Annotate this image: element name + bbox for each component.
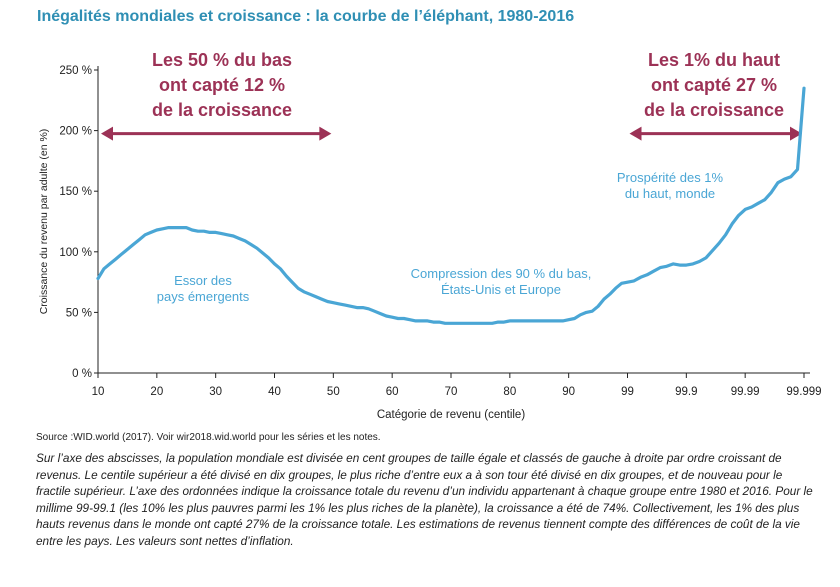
annotation-line: Les 50 % du bas [152, 50, 292, 70]
explanatory-notes: Sur l’axe des abscisses, la population m… [36, 451, 813, 548]
x-tick-label: 90 [562, 386, 575, 398]
range-arrows [101, 126, 802, 141]
y-axis-title: Croissance du revenu par adulte (en %) [38, 129, 50, 315]
x-axis-title: Catégorie de revenu (centile) [377, 409, 525, 421]
x-tick-label: 30 [209, 386, 222, 398]
x-tick-label: 70 [445, 386, 458, 398]
x-tick-label: 50 [327, 386, 340, 398]
annotation-line: du haut, monde [625, 186, 715, 201]
chart-title: Inégalités mondiales et croissance : la … [37, 8, 575, 25]
x-tick-label: 80 [503, 386, 516, 398]
x-tick-label: 20 [150, 386, 163, 398]
annotations: Les 50 % du bas ont capté 12 % de la crois… [152, 50, 784, 304]
x-tick-label: 40 [268, 386, 281, 398]
prosperity-annotation: Prospérité des 1%du haut, monde [617, 170, 724, 201]
series-layer [96, 86, 806, 325]
bottom-50-arrow [101, 126, 332, 141]
axes: 0 % 50 % 100 % 150 % 200 % 250 % 10 20 30 40 50 60 7… [38, 65, 822, 421]
compression-annotation: Compression des 90 % du bas,États-Unis e… [411, 266, 592, 297]
top-1-annotation: Les 1% du haut ont capté 27 % de la croiss… [644, 50, 784, 120]
annotation-line: pays émergents [157, 289, 250, 304]
annotation-line: Essor des [174, 273, 232, 288]
annotation-line: Compression des 90 % du bas, [411, 266, 592, 281]
x-tick-label: 99.999 [786, 386, 821, 398]
x-tick-label: 10 [92, 386, 105, 398]
x-tick-label: 99.99 [731, 386, 760, 398]
elephant-curve-chart: 0 % 50 % 100 % 150 % 200 % 250 % 10 20 30 40 50 60 7… [38, 50, 822, 421]
annotation-line: de la croissance [152, 100, 292, 120]
x-tick-label: 99.9 [675, 386, 697, 398]
x-tick-label: 60 [386, 386, 399, 398]
annotation-line: États-Unis et Europe [441, 282, 561, 297]
top-1-arrow [629, 126, 802, 141]
y-tick-label: 50 % [66, 307, 92, 319]
y-tick-label: 200 % [59, 126, 92, 138]
y-tick-label: 250 % [59, 65, 92, 77]
source-note: Source :WID.world (2017). Voir wir2018.w… [36, 432, 381, 443]
annotation-line: ont capté 12 % [159, 75, 285, 95]
annotation-line: Prospérité des 1% [617, 170, 724, 185]
y-tick-label: 0 % [72, 368, 92, 380]
y-tick-label: 100 % [59, 247, 92, 259]
annotation-line: ont capté 27 % [651, 75, 777, 95]
bottom-50-annotation: Les 50 % du bas ont capté 12 % de la crois… [152, 50, 292, 120]
x-tick-label: 99 [621, 386, 634, 398]
growth-series-line [96, 86, 806, 325]
annotation-line: Les 1% du haut [648, 50, 780, 70]
y-tick-label: 150 % [59, 186, 92, 198]
annotation-line: de la croissance [644, 100, 784, 120]
